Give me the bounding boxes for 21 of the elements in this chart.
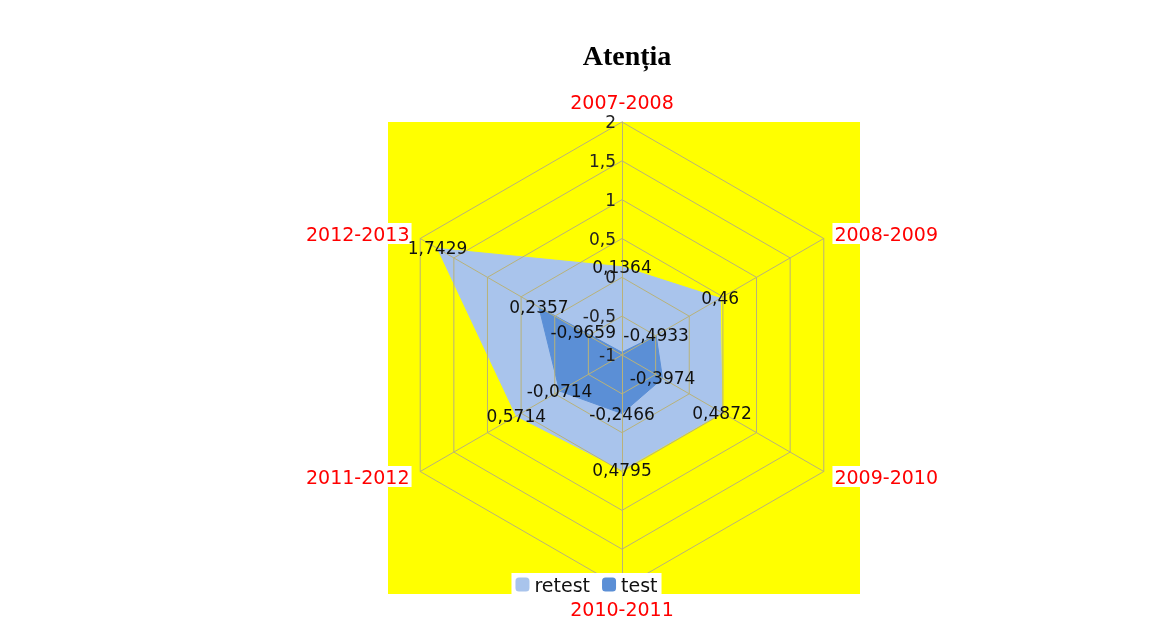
y-tick-label: 0,5 <box>588 228 616 249</box>
y-tick-label: -1 <box>599 345 616 365</box>
y-tick-label: -0,5 <box>582 306 616 327</box>
y-tick-label: 1,5 <box>588 150 616 171</box>
legend-label: retest <box>534 573 591 596</box>
chart-title: Atenția <box>582 39 672 72</box>
spoke-label: 2011-2012 <box>305 465 410 488</box>
spoke-label: 2010-2011 <box>570 597 674 620</box>
data-label: 1,7429 <box>407 238 468 259</box>
spoke-label: 2012-2013 <box>305 222 410 245</box>
data-label: 0,2357 <box>509 297 569 318</box>
spoke-label: 2009-2010 <box>834 465 939 488</box>
spoke-label: 2008-2009 <box>834 222 939 245</box>
data-label: 0,4795 <box>592 459 652 480</box>
spoke-label: 2007-2008 <box>570 90 674 113</box>
data-label: -0,2466 <box>589 403 655 424</box>
legend-label: test <box>621 573 658 596</box>
y-tick-label: 1 <box>605 189 616 210</box>
data-label: -0,4933 <box>623 325 689 346</box>
data-label: -0,3974 <box>629 368 696 389</box>
data-label: -0,0714 <box>526 381 593 402</box>
